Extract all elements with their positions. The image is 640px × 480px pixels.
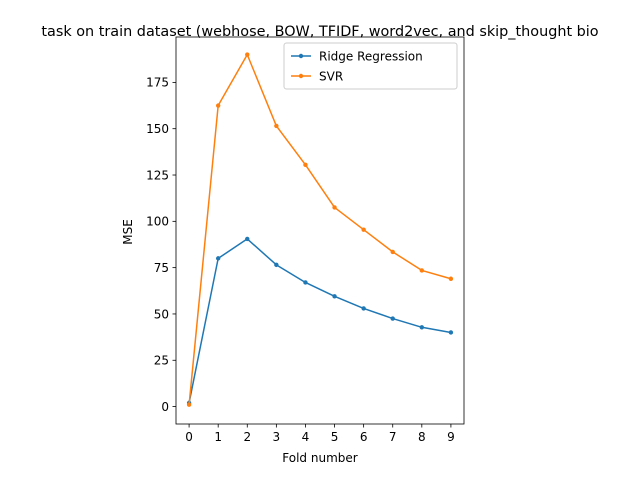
legend-box: [283, 42, 458, 90]
y-axis-label: MSE: [121, 219, 135, 245]
y-tick-label: 100: [146, 215, 169, 229]
y-tick-label: 50: [154, 307, 169, 321]
data-point-0-6: [361, 306, 366, 311]
y-tick-label: 125: [146, 168, 169, 182]
y-tick-label: 150: [146, 122, 169, 136]
legend-marker-1: [298, 73, 304, 79]
x-tick-label: 7: [389, 430, 397, 444]
x-tick-label: 2: [243, 430, 251, 444]
x-tick-label: 9: [447, 430, 455, 444]
x-tick-label: 5: [331, 430, 339, 444]
legend: Ridge Regression SVR: [283, 42, 458, 90]
data-point-1-4: [303, 162, 308, 168]
data-point-1-2: [245, 52, 250, 57]
x-tick-label: 6: [360, 430, 368, 444]
x-tick-label: 4: [302, 430, 310, 444]
data-point-1-7: [390, 249, 395, 255]
data-point-1-0: [186, 402, 192, 407]
x-tick-label: 0: [185, 430, 193, 444]
plot-frame: [175, 36, 465, 425]
axes: 0 1 2 3 4 5 6 7 8 9 0 25 50 75 100 125 150 175: [146, 36, 465, 444]
plot-area: [186, 52, 454, 407]
data-point-0-1: [215, 256, 221, 261]
x-axis-label: Fold number: [282, 451, 357, 465]
data-point-0-3: [274, 262, 279, 268]
legend-marker-0: [298, 53, 304, 59]
data-point-1-9: [448, 276, 454, 281]
x-tick-label: 3: [273, 430, 281, 444]
data-point-0-4: [303, 280, 308, 285]
series-line-1: [188, 53, 452, 405]
data-point-1-1: [215, 103, 221, 108]
data-point-1-6: [361, 227, 366, 232]
y-tick-label: 75: [154, 261, 169, 275]
x-tick-label: 1: [214, 430, 222, 444]
data-point-1-8: [419, 268, 425, 273]
y-tick-label: 175: [146, 76, 169, 90]
legend-label-0: Ridge Regression: [319, 50, 423, 64]
data-point-0-9: [448, 330, 454, 335]
data-point-0-2: [245, 236, 250, 242]
chart-title: task on train dataset (webhose, BOW, TFI…: [41, 24, 598, 40]
x-tick-label: 8: [418, 430, 426, 444]
data-point-1-3: [274, 123, 279, 129]
y-tick-label: 25: [154, 354, 169, 368]
data-point-0-8: [419, 325, 425, 330]
series-line-0: [188, 238, 452, 404]
data-point-1-5: [332, 205, 337, 210]
legend-label-1: SVR: [319, 70, 343, 84]
y-tick-label: 0: [161, 400, 169, 414]
data-point-0-5: [332, 294, 337, 299]
data-point-0-7: [390, 316, 395, 321]
